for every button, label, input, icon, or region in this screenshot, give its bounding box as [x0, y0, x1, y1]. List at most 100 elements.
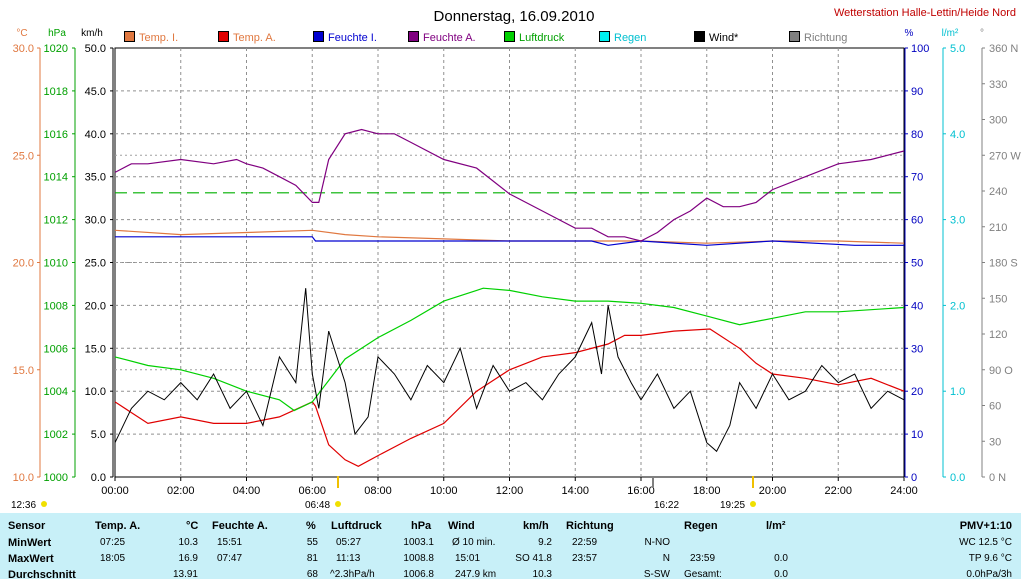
sunrise-time: 06:48: [305, 500, 330, 511]
legend-swatch: [694, 31, 705, 42]
humidity-tick-label: 60: [911, 215, 923, 227]
temp-tick-label: 15.0: [13, 365, 34, 377]
series-line-feuchte-i: [115, 236, 904, 246]
humidity-tick-label: 100: [911, 43, 929, 55]
sun-icon-sunset: [750, 501, 756, 507]
direction-tick-label: 330: [989, 79, 1007, 91]
rain-unit: l/m²: [766, 520, 786, 532]
stats-panel: Sensor MinWert MaxWert Durchschnitt Temp…: [0, 513, 1021, 581]
wind-tick-label: 35.0: [85, 172, 106, 184]
x-tick-label: 04:00: [233, 485, 261, 497]
chart-title: Donnerstag, 16.09.2010: [434, 8, 595, 25]
legend-item: Wind*: [694, 31, 738, 44]
legend-label: Regen: [614, 32, 647, 44]
hum-unit: %: [306, 520, 316, 532]
wind-tick-label: 20.0: [85, 300, 106, 312]
legend-swatch: [599, 31, 610, 42]
pressure-tick-label: 1008: [44, 300, 68, 312]
pmv-dewpoint: TP 9.6 °C: [968, 553, 1012, 564]
humidity-tick-label: 20: [911, 386, 923, 398]
x-tick-label: 06:00: [298, 485, 326, 497]
dir-max-value: N: [662, 553, 670, 564]
press-min-value: 1003.1: [403, 537, 434, 548]
rain-header: Regen: [684, 520, 718, 532]
legend-label: Luftdruck: [519, 32, 565, 44]
direction-tick-label: 270 W: [989, 150, 1021, 162]
wind-unit-label: km/h: [81, 28, 103, 39]
x-tick-label: 18:00: [693, 485, 721, 497]
humidity-unit-label: %: [905, 28, 914, 39]
direction-tick-label: 150: [989, 293, 1007, 305]
temp-min-value: 10.3: [178, 537, 198, 548]
legend-swatch: [218, 31, 229, 42]
humidity-tick-label: 0: [911, 472, 917, 484]
press-header: Luftdruck: [331, 520, 382, 532]
humidity-tick-label: 80: [911, 129, 923, 141]
wind-tick-label: 10.0: [85, 386, 106, 398]
wind-tick-label: 25.0: [85, 258, 106, 270]
direction-tick-label: 300: [989, 115, 1007, 127]
humidity-tick-label: 50: [911, 258, 923, 270]
legend-label: Wind*: [709, 32, 739, 44]
legend-item: Feuchte A.: [408, 31, 476, 44]
legend-item: Luftdruck: [504, 31, 564, 44]
temp-tick-label: 10.0: [13, 472, 34, 484]
press-max-value: 1008.8: [403, 553, 434, 564]
humidity-tick-label: 10: [911, 429, 923, 441]
series-line-luftdruck: [114, 287, 905, 412]
noon-marker: [652, 476, 654, 488]
legend-label: Temp. I.: [139, 32, 179, 44]
legend-item: Richtung: [789, 31, 847, 44]
direction-tick-label: 60: [989, 401, 1001, 413]
row-label-avg: Durchschnitt: [8, 569, 76, 581]
dir-min-time: 22:59: [572, 537, 598, 548]
humidity-tick-label: 40: [911, 300, 923, 312]
legend-swatch: [504, 31, 515, 42]
wind-avg10-label: Ø 10 min.: [452, 537, 496, 548]
x-tick-label: 14:00: [561, 485, 589, 497]
direction-tick-label: 30: [989, 436, 1001, 448]
direction-tick-label: 210: [989, 222, 1007, 234]
sunrise-marker: [337, 476, 339, 488]
x-tick-label: 20:00: [759, 485, 787, 497]
dir-header: Richtung: [566, 520, 614, 532]
direction-tick-label: 180 S: [989, 258, 1018, 270]
direction-tick-label: 240: [989, 186, 1007, 198]
wind-distance: 247.9 km: [455, 569, 497, 580]
direction-tick-label: 360 N: [989, 43, 1018, 55]
hum-min-time: 15:51: [217, 537, 243, 548]
humidity-tick-label: 30: [911, 343, 923, 355]
pressure-tick-label: 1012: [44, 215, 68, 227]
press-max-time: 11:13: [336, 553, 361, 564]
temp-unit-label: °C: [16, 28, 27, 39]
rain-tick-label: 0.0: [950, 472, 965, 484]
pressure-tick-label: 1002: [44, 429, 68, 441]
x-tick-label: 16:00: [627, 485, 655, 497]
hum-max-value: 81: [306, 553, 318, 564]
pressure-tick-label: 1000: [44, 472, 68, 484]
temp-max-time: 18:05: [100, 553, 126, 564]
hum-min-value: 55: [306, 537, 318, 548]
hum-max-time: 07:47: [217, 553, 243, 564]
temp-avg-value: 13.91: [172, 569, 198, 580]
sensor-header: Sensor: [8, 520, 46, 532]
humidity-tick-label: 90: [911, 86, 923, 98]
x-tick-label: 10:00: [430, 485, 458, 497]
legend-swatch: [789, 31, 800, 42]
sunset-time: 19:25: [720, 500, 745, 511]
pressure-tick-label: 1006: [44, 343, 68, 355]
row-label-max: MaxWert: [8, 553, 54, 565]
rain-total-value: 0.0: [774, 569, 788, 580]
wind-avg10-value: 9.2: [538, 537, 552, 548]
dir-avg-value: S-SW: [643, 569, 670, 580]
dir-min-value: N-NO: [644, 537, 670, 548]
legend-swatch: [124, 31, 135, 42]
temp-tick-label: 30.0: [13, 43, 34, 55]
wind-tick-label: 15.0: [85, 343, 106, 355]
direction-tick-label: 90 O: [989, 365, 1013, 377]
station-name: Wetterstation Halle-Lettin/Heide Nord: [834, 7, 1016, 19]
series-line-wind: [114, 288, 905, 453]
sun-icon-sunrise: [335, 501, 341, 507]
x-tick-label: 12:00: [496, 485, 524, 497]
pressure-unit-label: hPa: [48, 28, 66, 39]
